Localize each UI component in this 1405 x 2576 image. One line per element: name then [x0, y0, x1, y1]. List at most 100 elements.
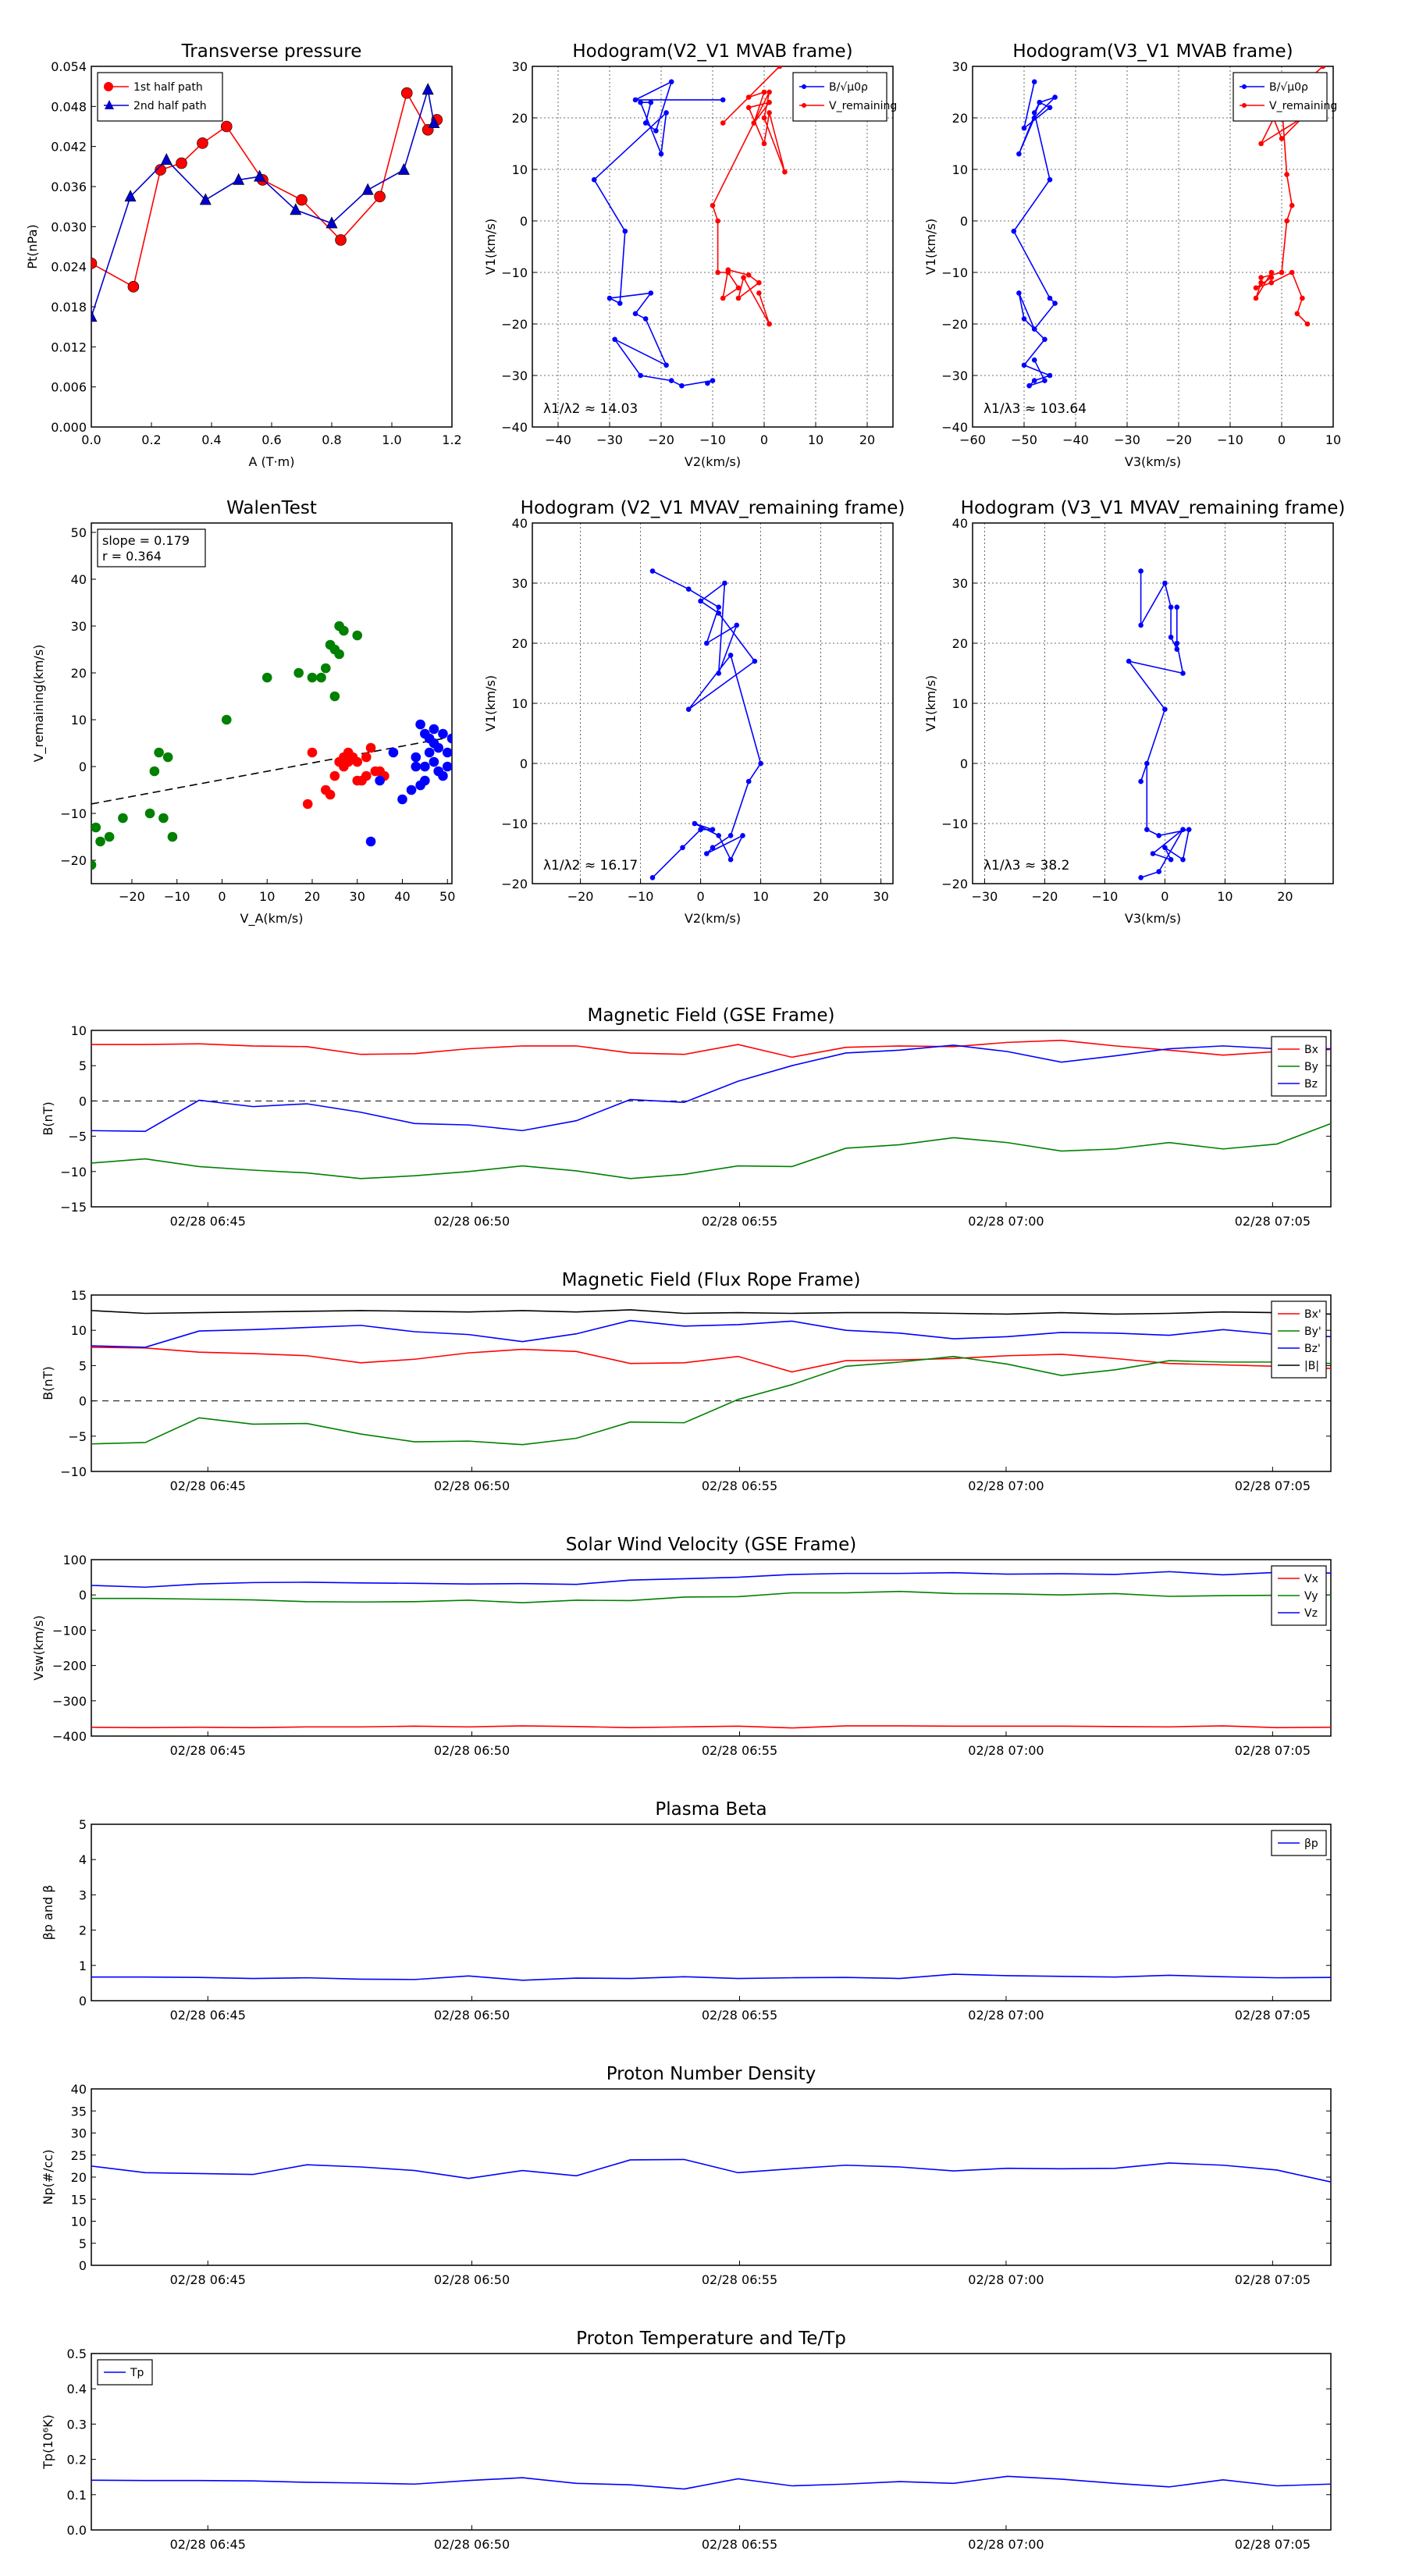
data-point [160, 153, 173, 165]
y-tick-label: 30 [512, 576, 528, 591]
data-point [233, 173, 245, 185]
series-line-0 [91, 2475, 1332, 2490]
x-tick-label: 20 [304, 889, 320, 904]
data-point [692, 820, 698, 827]
data-point [638, 99, 643, 105]
y-axis-label: V1(km/s) [923, 675, 938, 731]
series-1 [302, 742, 389, 809]
x-tick-label: 02/28 07:00 [968, 1478, 1044, 1493]
legend-label: 1st half path [133, 81, 203, 94]
data-point [698, 827, 703, 832]
y-tick-label: −20 [60, 853, 87, 868]
data-point [1047, 372, 1053, 379]
x-tick-label: 30 [873, 889, 888, 904]
series-line [712, 66, 786, 325]
data-point [316, 672, 326, 683]
legend-marker [802, 103, 806, 108]
data-point [1016, 151, 1022, 157]
legend-label: V_remaining [829, 100, 897, 112]
y-tick-label: 40 [952, 516, 968, 531]
y-tick-label: 0.042 [51, 140, 87, 155]
x-tick-label: 0.2 [141, 432, 161, 447]
y-tick-label: 0.5 [67, 2347, 87, 2361]
y-tick-label: −20 [501, 317, 528, 332]
y-tick-label: 0 [520, 214, 528, 229]
x-axis-label: V2(km/s) [685, 911, 741, 926]
data-point [1284, 218, 1289, 224]
y-tick-label: 20 [71, 2170, 87, 2185]
data-point [1289, 202, 1295, 208]
x-tick-label: 0 [1278, 432, 1286, 447]
data-point [716, 610, 722, 616]
data-point [1037, 99, 1043, 105]
data-point [199, 193, 212, 205]
y-tick-label: 10 [952, 162, 968, 177]
data-point [1047, 105, 1053, 111]
y-tick-label: 0 [520, 756, 528, 771]
y-tick-label: 15 [71, 1288, 87, 1303]
data-point [91, 859, 97, 870]
y-tick-label: 20 [71, 666, 87, 681]
data-point [1279, 269, 1285, 276]
data-point [745, 105, 752, 111]
x-tick-label: 02/28 07:05 [1235, 1478, 1311, 1493]
x-tick-label: 02/28 06:45 [170, 2537, 246, 2552]
data-point [632, 97, 638, 103]
data-point [612, 336, 617, 343]
legend-label: βp [1304, 1838, 1318, 1850]
y-tick-label: −100 [52, 1623, 87, 1638]
y-tick-label: 10 [952, 696, 968, 711]
data-point [727, 856, 734, 863]
y-tick-label: −15 [60, 1200, 87, 1215]
y-tick-label: 0.030 [51, 219, 87, 234]
data-point [325, 216, 338, 229]
data-point [95, 836, 105, 847]
data-point [710, 202, 716, 208]
data-point [679, 382, 685, 389]
data-point [648, 290, 654, 296]
data-point [703, 640, 710, 646]
y-tick-label: 35 [71, 2104, 87, 2119]
data-point [710, 845, 716, 851]
data-point [374, 190, 386, 203]
data-point [705, 380, 710, 386]
data-point [307, 672, 318, 683]
y-axis-label: V1(km/s) [923, 219, 938, 275]
ratio-annotation: λ1/λ2 ≈ 16.17 [543, 858, 638, 873]
ratio-annotation: λ1/λ3 ≈ 103.64 [984, 401, 1087, 417]
data-point [745, 94, 752, 100]
data-point [756, 290, 762, 296]
y-tick-label: 10 [512, 162, 528, 177]
legend-label: Bz [1304, 1078, 1318, 1091]
series-line-0 [91, 1973, 1332, 1981]
y-tick-label: 0 [960, 214, 968, 229]
data-point [400, 87, 413, 99]
legend-label: Tp [130, 2367, 144, 2379]
data-point [422, 83, 434, 95]
chart-title: WalenTest [226, 498, 317, 518]
y-tick-label: −10 [501, 817, 528, 831]
data-point [197, 137, 208, 149]
data-point [720, 120, 726, 126]
y-axis-label: B(nT) [41, 1101, 55, 1135]
data-point [388, 747, 399, 758]
x-tick-label: 02/28 06:50 [434, 1478, 510, 1493]
y-tick-label: 50 [71, 525, 87, 540]
panel-tp_temp: 0.0 0.1 0.2 0.3 0.4 0.5 02/28 06:45 02/28 06:50… [41, 2329, 1332, 2552]
legend-marker [802, 84, 806, 89]
data-point [261, 672, 272, 683]
x-tick-label: 02/28 06:50 [434, 2008, 510, 2023]
series-1 [710, 66, 788, 327]
x-tick-label: 02/28 06:55 [702, 2537, 777, 2552]
y-tick-label: 0 [79, 1094, 87, 1108]
legend-box [97, 72, 223, 122]
data-point [1016, 290, 1022, 296]
data-point [1180, 827, 1186, 832]
chart-title: Plasma Beta [655, 1799, 767, 1820]
data-point [1320, 66, 1326, 69]
y-tick-label: −20 [941, 317, 968, 332]
data-point [433, 742, 443, 753]
series-line-0 [91, 1725, 1332, 1729]
